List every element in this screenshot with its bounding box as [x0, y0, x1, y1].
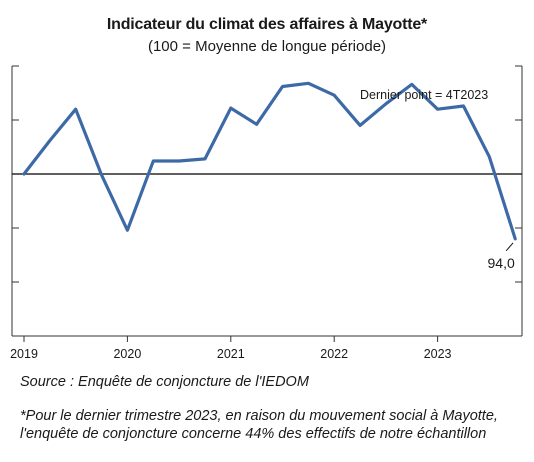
x-tick-label: 2021	[217, 347, 245, 361]
chart-subtitle: (100 = Moyenne de longue période)	[147, 38, 387, 55]
x-tick-label: 2020	[113, 347, 141, 361]
x-tick-label: 2023	[424, 347, 452, 361]
line-chart: 2019 2020 2021 2022 2023 Dernier point = 4T2…	[10, 65, 523, 361]
last-value-leader	[505, 242, 514, 252]
annotations-group: Dernier point = 4T2023 94,0	[360, 88, 515, 271]
series-line	[22, 81, 517, 241]
x-tick-label: 2022	[320, 347, 348, 361]
source-note: Source : Enquête de conjoncture de l'IED…	[20, 374, 309, 390]
x-tick-labels: 2019 2020 2021 2022 2023	[10, 347, 451, 361]
last-point-annotation: Dernier point = 4T2023	[360, 88, 488, 102]
last-value-label: 94,0	[488, 255, 515, 271]
chart-title: Indicateur du climat des affaires à Mayo…	[106, 16, 428, 33]
footnote-line-2: l'enquête de conjoncture concerne 44% de…	[20, 426, 487, 442]
series-group	[22, 81, 517, 241]
footnote-line-1: *Pour le dernier trimestre 2023, en rais…	[20, 408, 498, 424]
x-tick-label: 2019	[10, 347, 38, 361]
